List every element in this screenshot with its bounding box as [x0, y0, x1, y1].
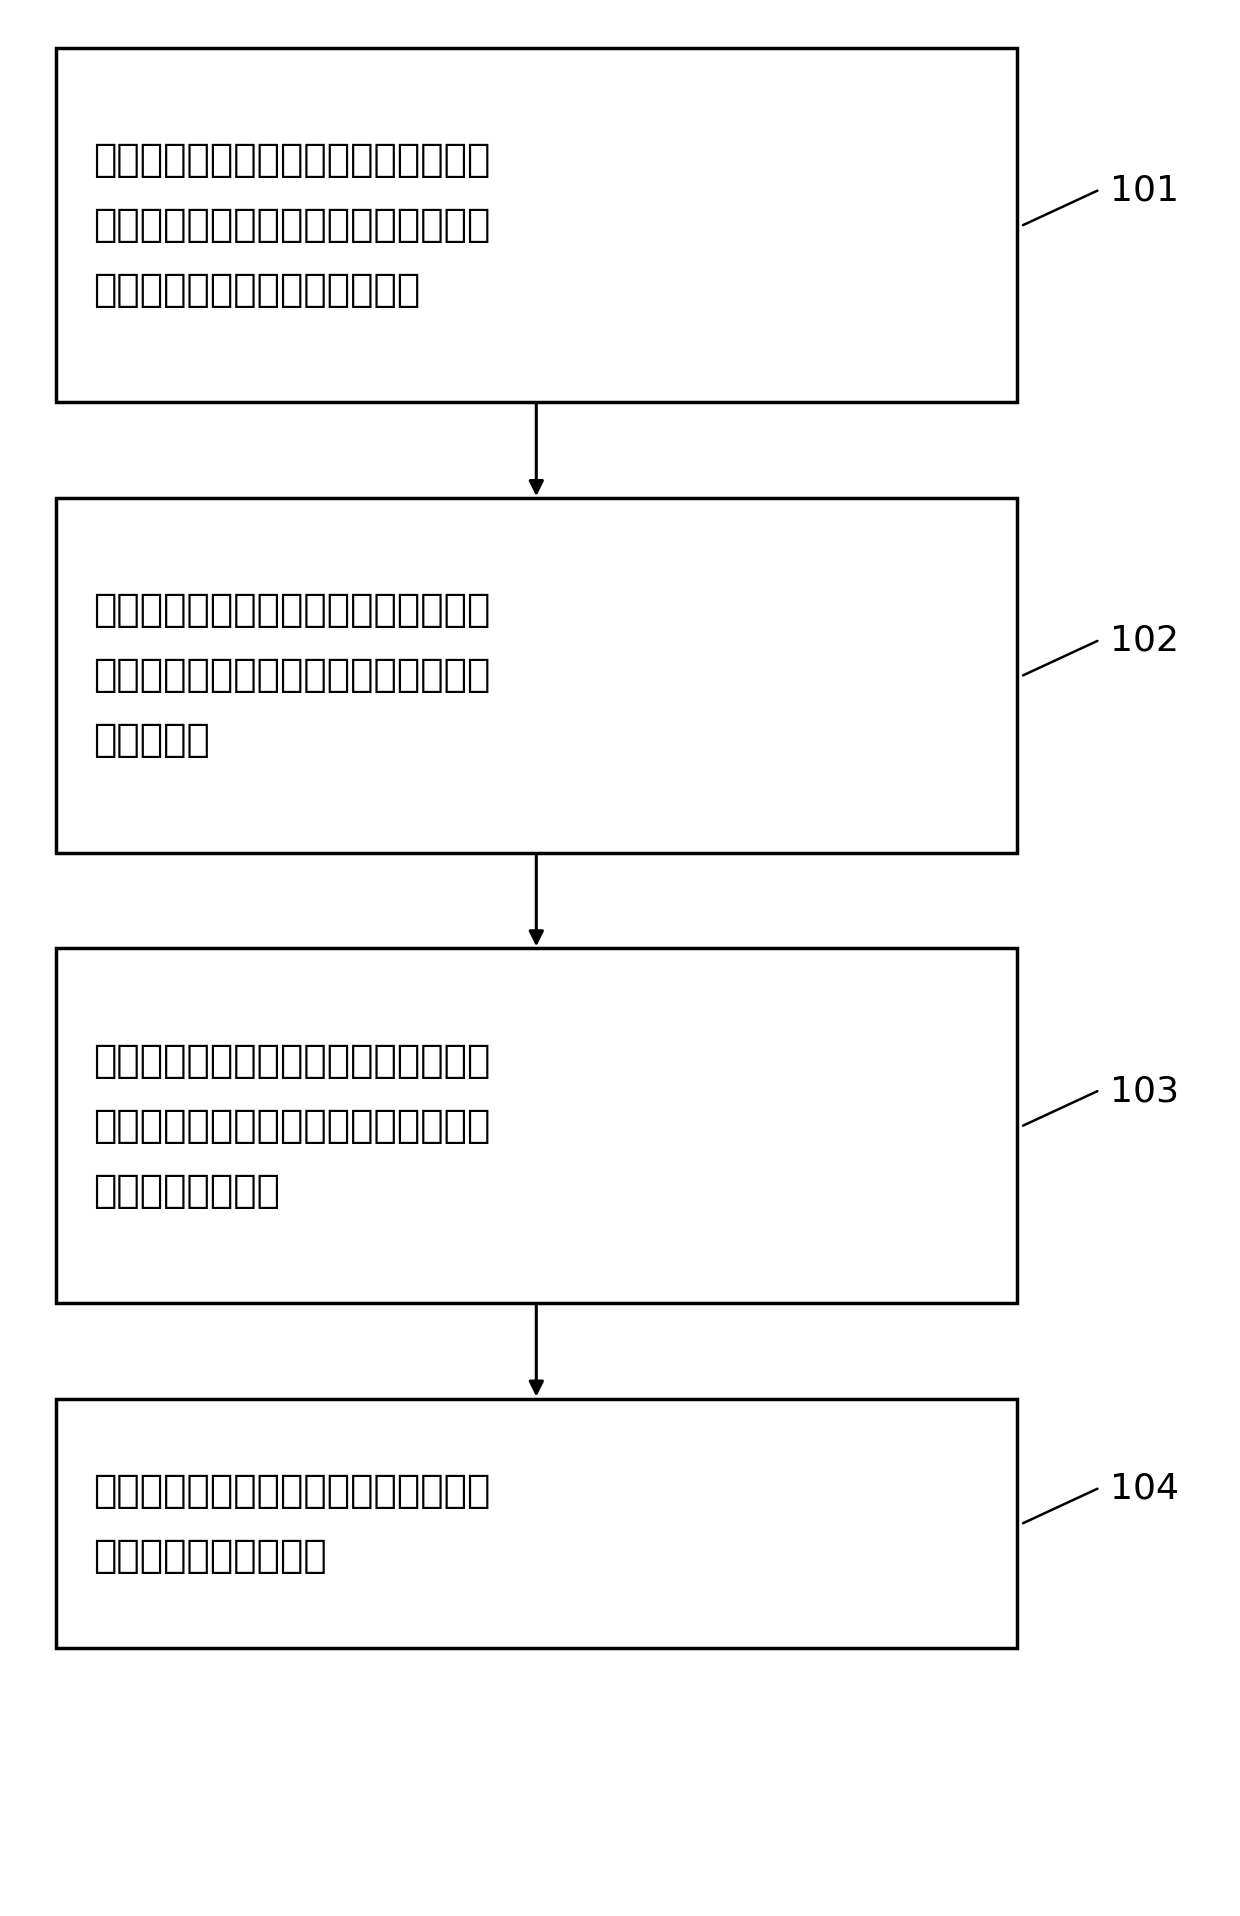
Bar — [56, 498, 1017, 853]
Bar — [56, 948, 1017, 1303]
Text: 101: 101 — [1110, 174, 1179, 207]
Text: 103: 103 — [1110, 1075, 1179, 1107]
Text: 基于待填充像素对应的视差值差异量和
对应的原图像素值差异量，计算待填充
像素的视差估计值: 基于待填充像素对应的视差值差异量和 对应的原图像素值差异量，计算待填充 像素的视… — [93, 1042, 490, 1209]
Bar — [56, 1399, 1017, 1648]
Text: 计算每一个待填充像素对应的视差值差
异量和每一个待填充像素对应的原图像
素值差异量: 计算每一个待填充像素对应的视差值差 异量和每一个待填充像素对应的原图像 素值差异… — [93, 592, 490, 759]
Text: 102: 102 — [1110, 625, 1179, 657]
Text: 将至少部分待填充像素的视差估计值作
为待填充像素的视差值: 将至少部分待填充像素的视差估计值作 为待填充像素的视差值 — [93, 1471, 490, 1575]
Text: 对于视差图的待填充区域中的每一个待
填充像素，确定该待填充像素的左侧有
效视差像素和右侧有效视差像素: 对于视差图的待填充区域中的每一个待 填充像素，确定该待填充像素的左侧有 效视差像… — [93, 142, 490, 308]
Text: 104: 104 — [1110, 1471, 1179, 1506]
Bar — [56, 48, 1017, 402]
